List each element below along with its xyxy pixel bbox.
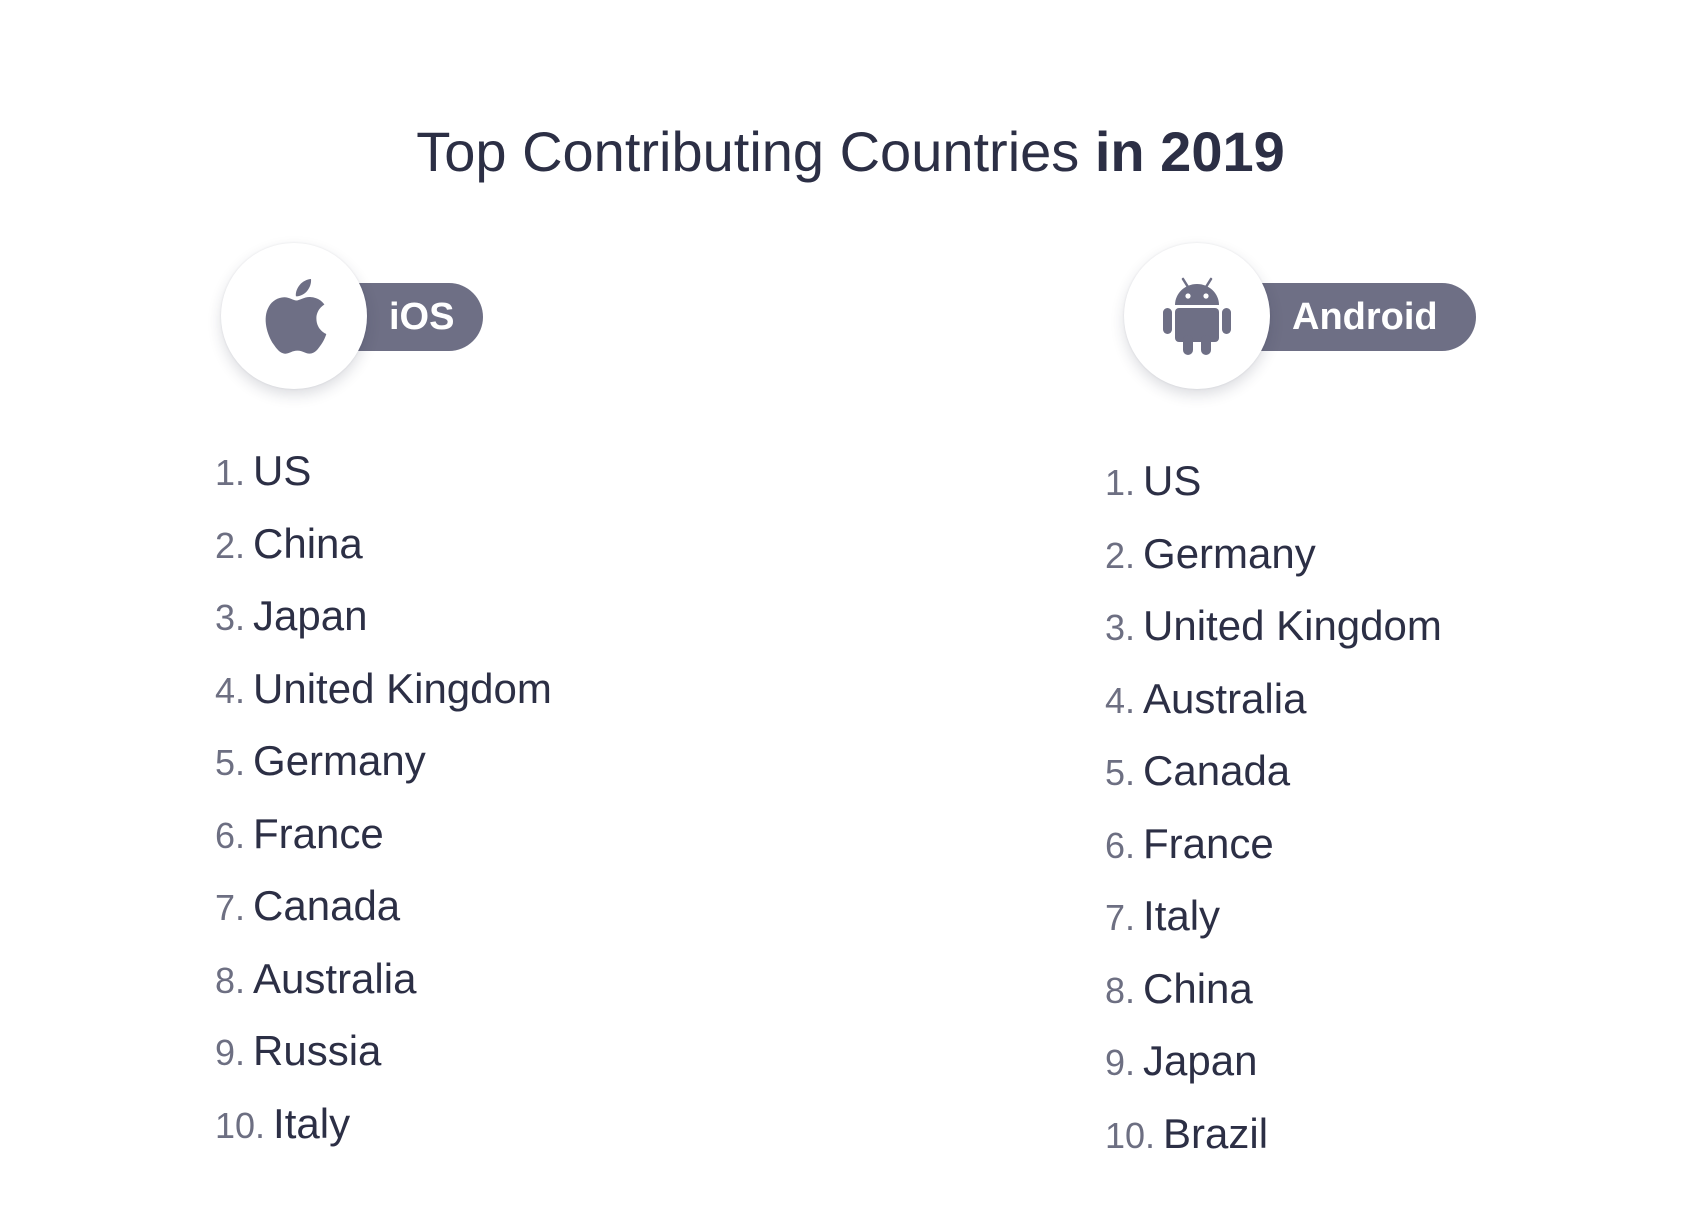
country-name: Brazil — [1163, 1109, 1269, 1157]
list-item: 10. Brazil — [1105, 1098, 1442, 1171]
rank-number: 4. — [1105, 679, 1136, 721]
country-name: China — [1143, 964, 1253, 1012]
rank-number: 5. — [1105, 752, 1136, 793]
country-name: China — [253, 519, 363, 567]
list-item: 10. Italy — [215, 1088, 552, 1161]
country-name: Germany — [253, 737, 426, 784]
list-item: 4. United Kingdom — [215, 653, 552, 726]
country-name: Italy — [1143, 892, 1221, 939]
android-icon-circle — [1124, 243, 1270, 389]
list-item: 3. United Kingdom — [1105, 590, 1442, 663]
ios-platform-badge: iOS — [221, 243, 483, 389]
country-name: Australia — [253, 954, 417, 1002]
rank-number: 10. — [215, 1104, 266, 1146]
rank-number: 3. — [1105, 607, 1136, 648]
country-name: Australia — [1143, 674, 1307, 722]
rank-number: 9. — [215, 1032, 246, 1073]
country-name: United Kingdom — [1143, 602, 1442, 649]
rank-number: 8. — [215, 959, 246, 1001]
list-item: 4. Australia — [1105, 663, 1442, 736]
rank-number: 1. — [1105, 462, 1136, 503]
rank-number: 2. — [1105, 534, 1136, 576]
country-name: France — [1143, 819, 1274, 867]
rank-number: 10. — [1105, 1114, 1156, 1156]
list-item: 9. Russia — [215, 1015, 552, 1088]
country-name: United Kingdom — [253, 664, 552, 712]
apple-icon — [265, 279, 327, 354]
country-name: Japan — [1143, 1037, 1258, 1084]
rank-number: 2. — [215, 524, 246, 566]
title-main: Top Contributing Countries — [416, 119, 1080, 183]
list-item: 8. Australia — [215, 943, 552, 1016]
country-name: US — [1143, 457, 1202, 504]
country-name: Germany — [1143, 529, 1316, 577]
list-item: 7. Canada — [215, 870, 552, 943]
list-item: 1. US — [215, 435, 552, 508]
page-title: Top Contributing Countries in 2019 — [0, 118, 1701, 186]
country-name: US — [253, 447, 312, 494]
list-item: 2. China — [215, 508, 552, 581]
rank-number: 1. — [215, 452, 246, 493]
android-icon — [1163, 277, 1231, 355]
country-name: France — [253, 809, 384, 857]
rank-number: 4. — [215, 669, 246, 711]
country-name: Canada — [1143, 747, 1291, 794]
country-name: Canada — [253, 882, 401, 929]
country-name: Japan — [253, 592, 368, 639]
ios-country-list: 1. US 2. China 3. Japan 4. United Kingdom 5.… — [215, 435, 552, 1160]
ios-icon-circle — [221, 243, 367, 389]
rank-number: 5. — [215, 742, 246, 783]
list-item: 3. Japan — [215, 580, 552, 653]
android-platform-badge: Android — [1124, 243, 1476, 389]
title-emphasis: in 2019 — [1094, 119, 1285, 183]
rank-number: 9. — [1105, 1042, 1136, 1083]
list-item: 6. France — [1105, 808, 1442, 881]
list-item: 5. Canada — [1105, 735, 1442, 808]
rank-number: 7. — [215, 887, 246, 928]
rank-number: 3. — [215, 597, 246, 638]
rank-number: 7. — [1105, 897, 1136, 938]
list-item: 2. Germany — [1105, 518, 1442, 591]
country-name: Russia — [253, 1027, 382, 1074]
list-item: 7. Italy — [1105, 880, 1442, 953]
country-name: Italy — [273, 1099, 351, 1147]
rank-number: 8. — [1105, 969, 1136, 1011]
list-item: 5. Germany — [215, 725, 552, 798]
list-item: 8. China — [1105, 953, 1442, 1026]
android-country-list: 1. US 2. Germany 3. United Kingdom 4. Austra… — [1105, 445, 1442, 1170]
list-item: 9. Japan — [1105, 1025, 1442, 1098]
list-item: 6. France — [215, 798, 552, 871]
list-item: 1. US — [1105, 445, 1442, 518]
rank-number: 6. — [1105, 824, 1136, 866]
rank-number: 6. — [215, 814, 246, 856]
